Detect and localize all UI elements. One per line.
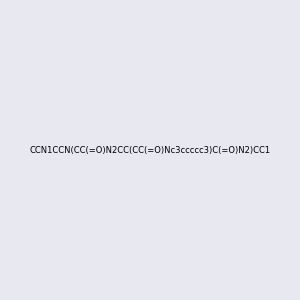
Text: CCN1CCN(CC(=O)N2CC(CC(=O)Nc3ccccc3)C(=O)N2)CC1: CCN1CCN(CC(=O)N2CC(CC(=O)Nc3ccccc3)C(=O)… — [29, 146, 271, 154]
